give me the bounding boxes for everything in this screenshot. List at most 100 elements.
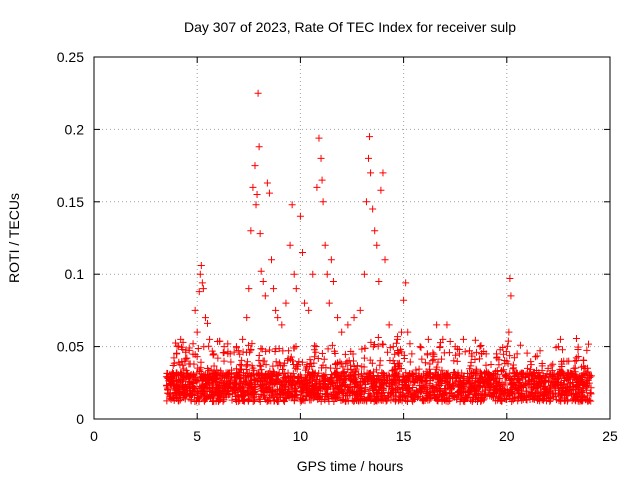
data-point <box>409 383 417 391</box>
data-point <box>467 383 475 391</box>
data-point <box>282 299 290 307</box>
data-point <box>290 397 298 405</box>
data-point <box>434 396 442 404</box>
data-point <box>505 328 513 336</box>
data-point <box>419 394 427 402</box>
data-point <box>257 362 265 370</box>
data-point <box>352 365 360 373</box>
data-point <box>581 364 589 372</box>
data-point <box>583 386 591 394</box>
data-point <box>209 370 217 378</box>
data-point <box>562 392 570 400</box>
data-point <box>379 384 387 392</box>
data-point <box>292 385 300 393</box>
data-point <box>396 393 404 401</box>
data-point <box>166 380 174 388</box>
data-point <box>394 347 402 355</box>
data-point <box>402 279 410 287</box>
data-point <box>261 292 269 300</box>
data-point <box>195 398 203 406</box>
data-point <box>271 348 279 356</box>
data-point <box>574 353 582 361</box>
data-point <box>182 369 190 377</box>
data-point <box>264 371 272 379</box>
data-point <box>251 162 259 170</box>
data-point <box>551 383 559 391</box>
data-point <box>532 375 540 383</box>
data-point <box>199 388 207 396</box>
data-point <box>203 379 211 387</box>
y-tick-label: 0.05 <box>57 339 84 355</box>
data-point <box>424 351 432 359</box>
data-point <box>556 335 564 343</box>
data-point <box>293 365 301 373</box>
data-point <box>239 335 247 343</box>
data-point <box>249 393 257 401</box>
data-point <box>197 262 205 270</box>
data-point <box>175 358 183 366</box>
data-point <box>224 340 232 348</box>
data-point <box>249 183 257 191</box>
data-point <box>456 398 464 406</box>
data-point <box>580 356 588 364</box>
data-point <box>268 256 276 264</box>
data-point <box>390 359 398 367</box>
data-point <box>189 379 197 387</box>
data-point <box>565 357 573 365</box>
data-point <box>585 372 593 380</box>
data-point <box>340 379 348 387</box>
data-point <box>497 390 505 398</box>
data-point <box>210 362 218 370</box>
data-point <box>527 358 535 366</box>
data-point <box>506 352 514 360</box>
data-point <box>410 394 418 402</box>
data-point <box>503 342 511 350</box>
data-point <box>315 134 323 142</box>
data-point <box>199 376 207 384</box>
x-tick-label: 5 <box>193 428 201 444</box>
data-point <box>301 299 309 307</box>
data-point <box>358 345 366 353</box>
data-point <box>234 397 242 405</box>
data-point <box>256 361 264 369</box>
data-point <box>306 377 314 385</box>
data-point <box>270 380 278 388</box>
data-point <box>331 350 339 358</box>
data-point <box>488 374 496 382</box>
data-point <box>572 356 580 364</box>
data-point <box>198 372 206 380</box>
data-point <box>546 384 554 392</box>
data-point <box>493 353 501 361</box>
data-point <box>260 357 268 365</box>
data-point <box>372 378 380 386</box>
data-point <box>248 340 256 348</box>
data-point <box>361 377 369 385</box>
chart-title: Day 307 of 2023, Rate Of TEC Index for r… <box>184 19 516 35</box>
data-point <box>313 183 321 191</box>
data-point <box>475 383 483 391</box>
data-point <box>415 365 423 373</box>
data-point <box>473 371 481 379</box>
data-point <box>458 381 466 389</box>
data-point <box>190 373 198 381</box>
data-point <box>587 384 595 392</box>
data-point <box>379 341 387 349</box>
data-point <box>328 341 336 349</box>
data-point <box>378 394 386 402</box>
data-point <box>296 212 304 220</box>
data-point <box>341 375 349 383</box>
data-point <box>450 380 458 388</box>
data-point <box>173 342 181 350</box>
x-tick-label: 25 <box>602 428 618 444</box>
data-point <box>242 348 250 356</box>
data-point <box>542 397 550 405</box>
data-point <box>423 389 431 397</box>
data-point <box>219 349 227 357</box>
data-point <box>231 381 239 389</box>
data-point <box>327 364 335 372</box>
data-point <box>340 368 348 376</box>
data-point <box>426 381 434 389</box>
data-point <box>250 397 258 405</box>
data-point <box>203 392 211 400</box>
data-point <box>262 361 270 369</box>
